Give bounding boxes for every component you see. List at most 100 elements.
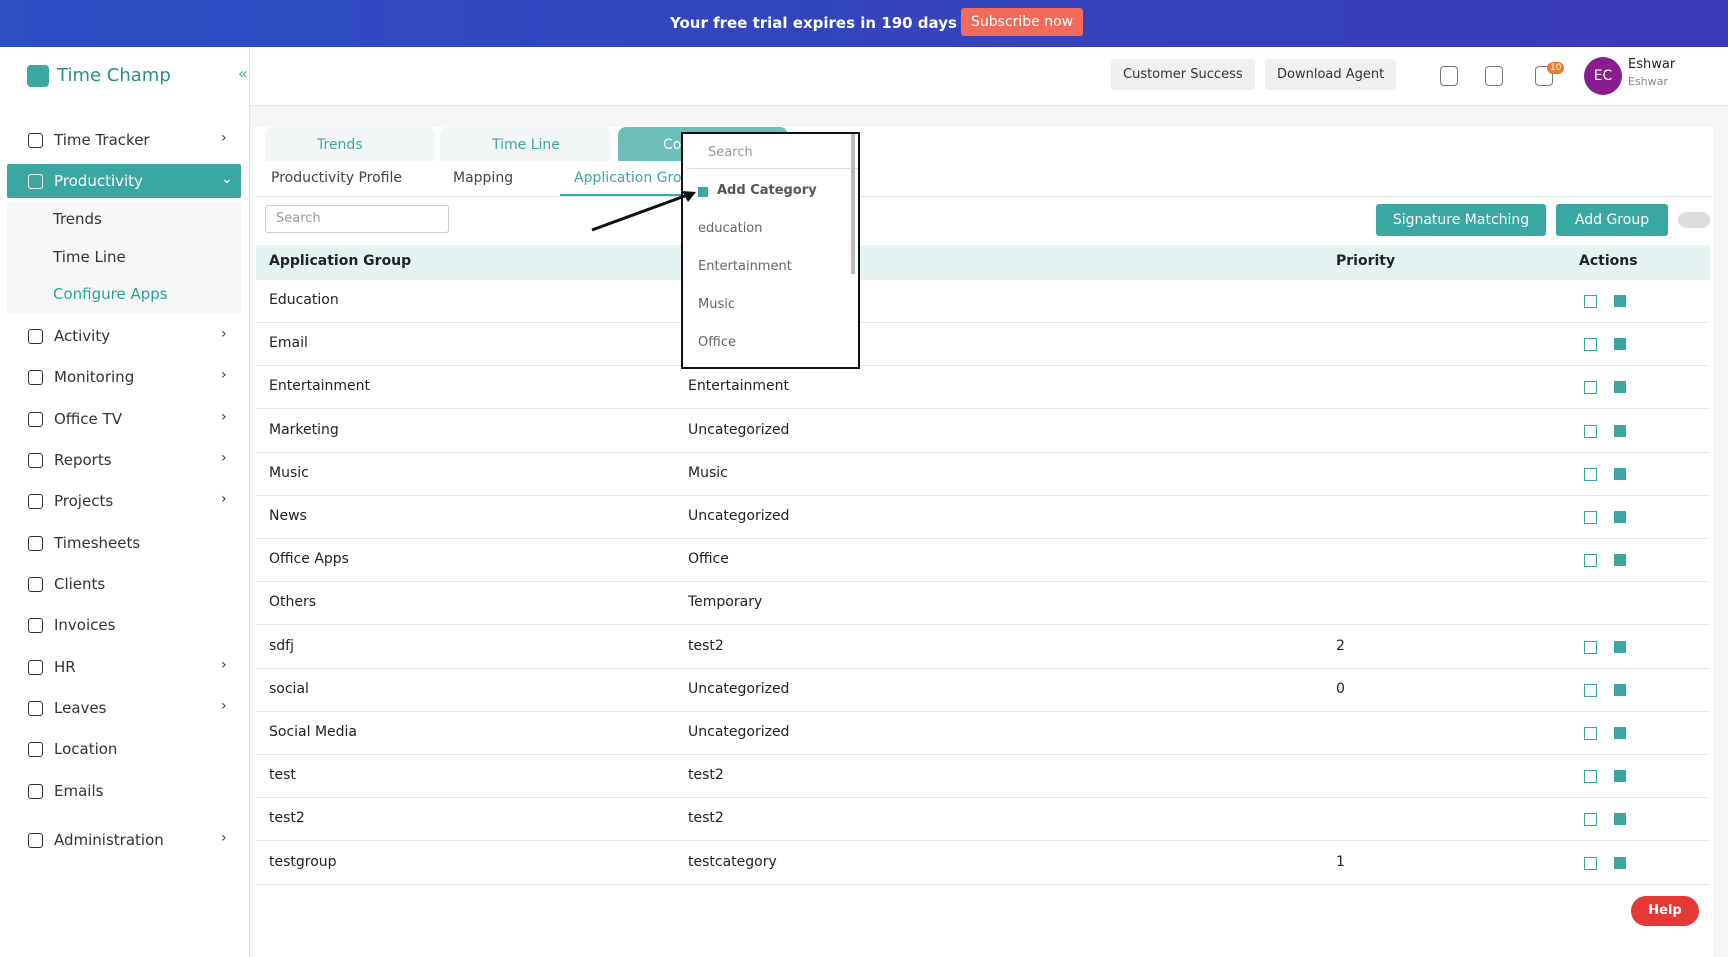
archive-icon[interactable] [1614,295,1626,307]
subtab[interactable]: Application Groups [574,170,707,186]
row-line [256,624,1710,626]
add-category[interactable]: Add Category [717,183,817,198]
brand: Time Champ [57,65,171,86]
add-group-button[interactable]: Add Group [1556,204,1668,236]
avatar[interactable]: EC [1584,57,1622,95]
tab-label[interactable]: Time Line [492,137,560,153]
nav-item[interactable]: Location [54,740,118,758]
edit-icon[interactable] [1584,511,1597,524]
row-line [256,365,1710,367]
chevron: › [221,409,227,425]
nav-icon [28,577,43,592]
header-icon[interactable] [1485,66,1503,86]
header-icon[interactable] [1440,66,1458,86]
edit-icon[interactable] [1584,640,1597,654]
edit-icon[interactable] [1584,554,1597,568]
edit-icon[interactable] [1584,856,1597,870]
cell: Office Apps [269,551,349,568]
nav-icon [28,742,43,757]
archive-icon[interactable] [1614,554,1626,567]
search-input[interactable]: Search [265,205,449,233]
edit-icon[interactable] [1584,424,1597,438]
nav-item[interactable]: HR [54,658,76,676]
cell: Uncategorized [688,724,790,740]
tab[interactable] [440,127,610,161]
cell: test2 [688,810,724,827]
col-header: Priority [1336,253,1396,269]
dropdown-option[interactable]: Office [698,335,736,350]
archive-icon[interactable] [1614,511,1626,523]
chevron: › [221,830,227,846]
cell: Temporary [688,594,763,611]
edit-icon[interactable] [1584,813,1597,827]
header-icon[interactable] [1535,66,1553,86]
nav-item[interactable]: Reports [54,451,112,469]
user-name: Eshwar [1628,57,1676,72]
cell: Music [688,464,728,481]
tab-label[interactable]: Co [663,137,682,153]
banner-text: Your free trial expires in 190 days [670,14,957,32]
edit-icon[interactable] [1584,467,1597,481]
archive-icon[interactable] [1614,727,1626,739]
cell: sdfj [269,637,294,654]
edit-icon[interactable] [1584,338,1597,352]
nav-item[interactable]: Invoices [54,616,116,634]
sub-item[interactable]: Time Line [53,248,126,266]
dropdown-search[interactable]: Search [687,138,858,169]
signature-button[interactable]: Signature Matching [1376,204,1546,236]
archive-icon[interactable] [1614,338,1626,351]
sidebar: Time Champ « [0,47,250,957]
archive-icon[interactable] [1614,856,1626,869]
chevron: › [221,130,227,146]
nav-item[interactable]: Administration [54,831,164,849]
sub-item[interactable]: Configure Apps [53,285,168,303]
archive-icon[interactable] [1614,813,1626,826]
edit-icon[interactable] [1584,295,1597,308]
col-header: Actions [1579,253,1638,269]
cell: Uncategorized [688,508,790,524]
dropdown-option[interactable]: Entertainment [698,259,792,274]
nav-item[interactable]: Activity [54,327,111,345]
edit-icon[interactable] [1584,727,1597,740]
archive-icon[interactable] [1614,770,1626,783]
tab[interactable] [265,127,435,161]
help-button[interactable]: Help [1631,896,1699,926]
tab-label[interactable]: Trends [317,137,363,153]
subscribe-button[interactable]: Subscribe now [961,8,1084,36]
header-button[interactable]: Download Agent [1265,59,1397,90]
header-button[interactable]: Customer Success [1111,59,1255,90]
sub-item[interactable]: Trends [53,210,102,228]
nav-item[interactable]: Monitoring [54,368,135,386]
row-line [256,797,1710,799]
nav-item[interactable]: Time Tracker [54,131,150,149]
cell: Email [269,335,308,352]
subtab[interactable]: Mapping [453,170,514,186]
nav-item[interactable]: Leaves [54,699,107,717]
edit-icon[interactable] [1584,770,1597,784]
table-header [256,245,1710,280]
archive-icon[interactable] [1614,467,1626,480]
nav-item[interactable]: Office TV [54,410,122,428]
col-header[interactable]: Application Group [269,253,412,269]
toggle[interactable] [1678,212,1710,228]
dropdown-option[interactable]: Music [698,297,735,312]
dropdown-option[interactable]: education [698,221,763,236]
archive-icon[interactable] [1614,640,1626,653]
nav-item[interactable]: Timesheets [54,534,141,552]
archive-icon[interactable] [1614,424,1626,437]
nav-item[interactable]: Clients [54,575,106,593]
nav-item[interactable]: Emails [54,782,104,800]
archive-icon[interactable] [1614,683,1626,696]
edit-icon[interactable] [1584,381,1597,395]
nav-item[interactable]: Projects [54,492,114,510]
nav-icon [28,784,43,799]
edit-icon[interactable] [1584,683,1597,697]
subtab[interactable]: Productivity Profile [271,170,402,186]
user-role: Eshwar [1628,75,1668,88]
nav-item[interactable]: Productivity [54,172,143,190]
row-line [256,883,1710,885]
collapse[interactable]: « [238,64,248,83]
row-line [256,322,1710,323]
archive-icon[interactable] [1614,381,1626,394]
nav-icon [28,370,43,385]
